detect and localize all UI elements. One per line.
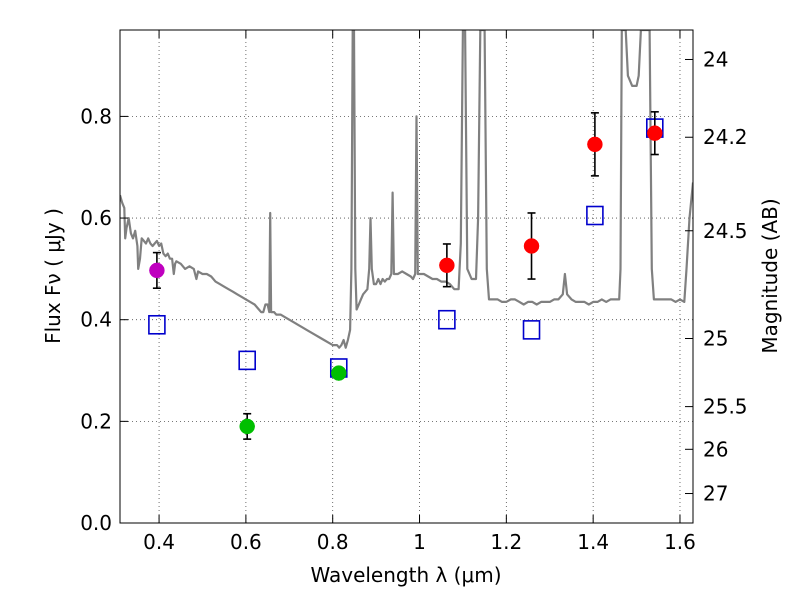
y-tick-label: 0.8 [80, 104, 112, 128]
model-photometry-square [522, 320, 541, 340]
x-tick-label: 1.6 [664, 530, 696, 554]
ticks: 0.4 0.6 0.8 1 1.2 1.4 1.6 0.0 0.2 0.4 0.6 0.8 24 24.2… [80, 30, 748, 554]
x-tick-label: 0.4 [143, 530, 175, 554]
right-tick-label: 24 [703, 47, 728, 71]
x-tick-label: 0.6 [230, 530, 262, 554]
x-tick-label: 1.2 [490, 530, 522, 554]
x-tick-label: 1 [413, 530, 426, 554]
model-sed-line [120, 30, 693, 349]
observed-point-red [587, 136, 603, 153]
data-layer [120, 30, 693, 349]
points-layer [148, 111, 664, 440]
x-axis-title: Wavelength λ (μm) [310, 563, 501, 587]
plot-frame [119, 29, 694, 524]
observed-point-violet [149, 262, 165, 279]
right-tick-label: 24.5 [703, 219, 748, 243]
observed-point-red [647, 125, 663, 141]
observed-point-green [239, 418, 255, 435]
y-tick-label: 0.4 [80, 308, 112, 332]
model-photometry-square [438, 309, 456, 330]
y-tick-label: 0.0 [80, 511, 112, 535]
right-tick-label: 25.5 [703, 395, 748, 419]
x-tick-label: 1.4 [577, 530, 609, 554]
right-tick-label: 24.2 [703, 125, 748, 149]
y-tick-label: 0.2 [80, 409, 112, 433]
plot-background [120, 30, 693, 523]
y-axis-title: Flux Fν ( μJy ) [41, 208, 65, 344]
right-tick-label: 27 [703, 482, 728, 506]
right-tick-label: 25 [703, 327, 728, 351]
y-right-axis-title: Magnitude (AB) [758, 198, 782, 353]
model-photometry-square [148, 314, 166, 335]
x-tick-label: 0.8 [317, 530, 349, 554]
right-tick-label: 26 [703, 437, 728, 461]
observed-point-red [523, 238, 540, 254]
y-tick-label: 0.6 [80, 206, 112, 230]
observed-point-green [331, 365, 347, 381]
model-photometry-square [586, 205, 604, 226]
model-photometry-square [238, 350, 256, 371]
observed-point-red [439, 257, 455, 274]
